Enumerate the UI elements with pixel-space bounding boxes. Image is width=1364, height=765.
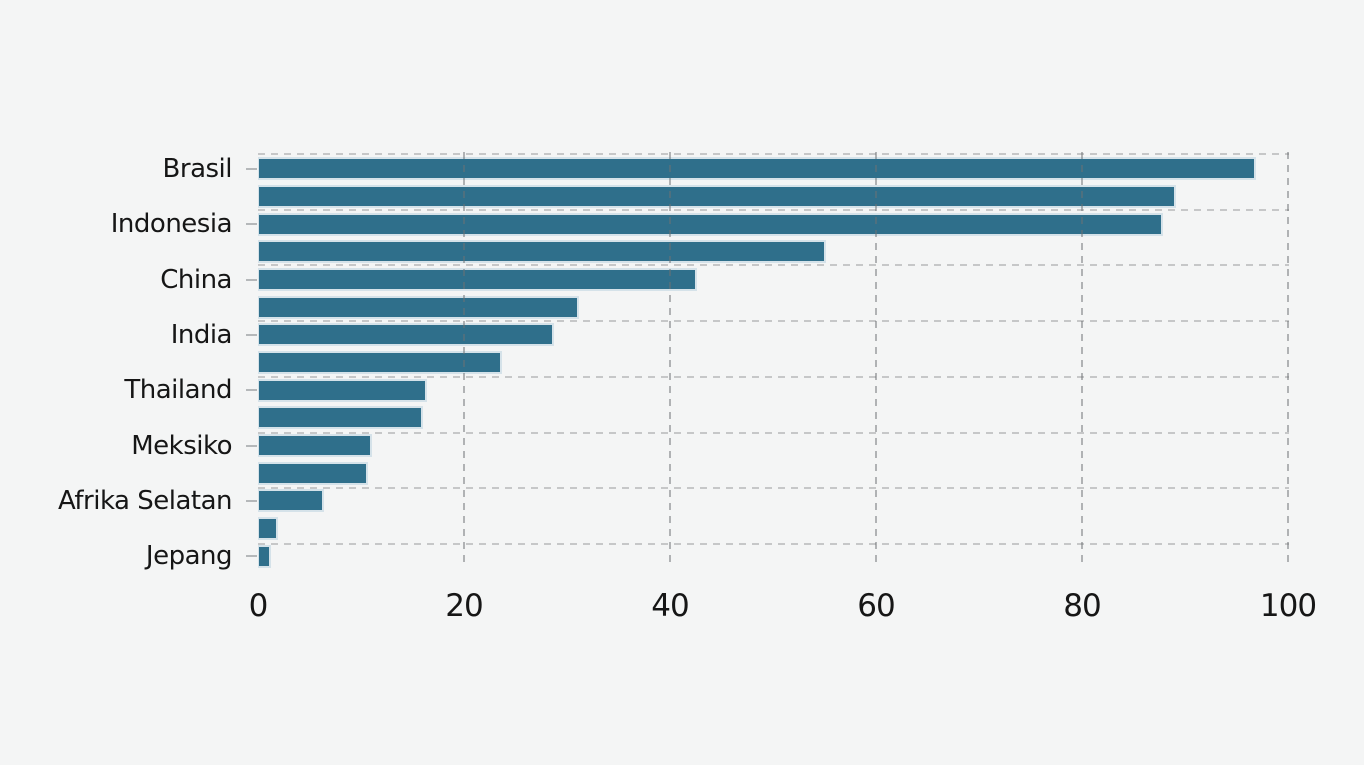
x-tick-label-40: 40 [651, 588, 689, 624]
bar [258, 240, 826, 264]
gridline-vertical [669, 152, 671, 568]
gridline-horizontal [258, 208, 1289, 211]
gridline-horizontal [258, 431, 1289, 434]
x-tick-label-80: 80 [1063, 588, 1101, 624]
y-tick-mark [246, 333, 257, 336]
x-tick-label-20: 20 [445, 588, 483, 624]
x-tick-label-60: 60 [857, 588, 895, 624]
y-tick-label-brasil: Brasil [162, 153, 233, 184]
y-tick-mark [246, 278, 257, 281]
y-tick-label-india: India [170, 319, 233, 350]
gridline-horizontal [258, 542, 1289, 545]
bar [258, 516, 278, 540]
bar-thailand [258, 378, 427, 402]
y-tick-mark [246, 555, 257, 558]
gridline-horizontal [258, 487, 1289, 490]
bar-jepang [258, 544, 272, 568]
y-tick-label-jepang: Jepang [145, 541, 233, 572]
x-tick-label-100: 100 [1259, 588, 1317, 624]
gridline-vertical [1081, 152, 1083, 568]
gridline-horizontal [258, 320, 1289, 323]
bar [258, 351, 503, 375]
bar-india [258, 323, 554, 347]
gridline-horizontal [258, 264, 1289, 267]
bar-afrika-selatan [258, 489, 324, 513]
bar-china [258, 268, 697, 292]
y-tick-mark [246, 167, 257, 170]
gridline-horizontal [258, 375, 1289, 378]
bar [258, 461, 369, 485]
y-tick-label-afrika-selatan: Afrika Selatan [58, 485, 232, 516]
bar-indonesia [258, 212, 1164, 236]
y-tick-label-china: China [160, 264, 232, 295]
y-tick-label-thailand: Thailand [124, 375, 232, 406]
x-tick-label-0: 0 [248, 588, 269, 624]
gridline-vertical [1287, 152, 1289, 568]
y-tick-mark [246, 223, 257, 226]
bar [258, 406, 423, 430]
gridline-horizontal [258, 153, 1289, 155]
y-tick-label-indonesia: Indonesia [110, 209, 233, 240]
plot-area [258, 152, 1289, 568]
bar-meksiko [258, 434, 373, 457]
y-tick-mark [246, 499, 257, 502]
bar-brasil [258, 157, 1257, 181]
y-tick-mark [246, 389, 257, 392]
y-tick-mark [246, 444, 257, 447]
gridline-vertical [875, 152, 877, 568]
gridline-vertical [463, 152, 465, 568]
y-tick-label-meksiko: Meksiko [131, 430, 232, 461]
bar [258, 185, 1176, 209]
bar [258, 295, 580, 319]
